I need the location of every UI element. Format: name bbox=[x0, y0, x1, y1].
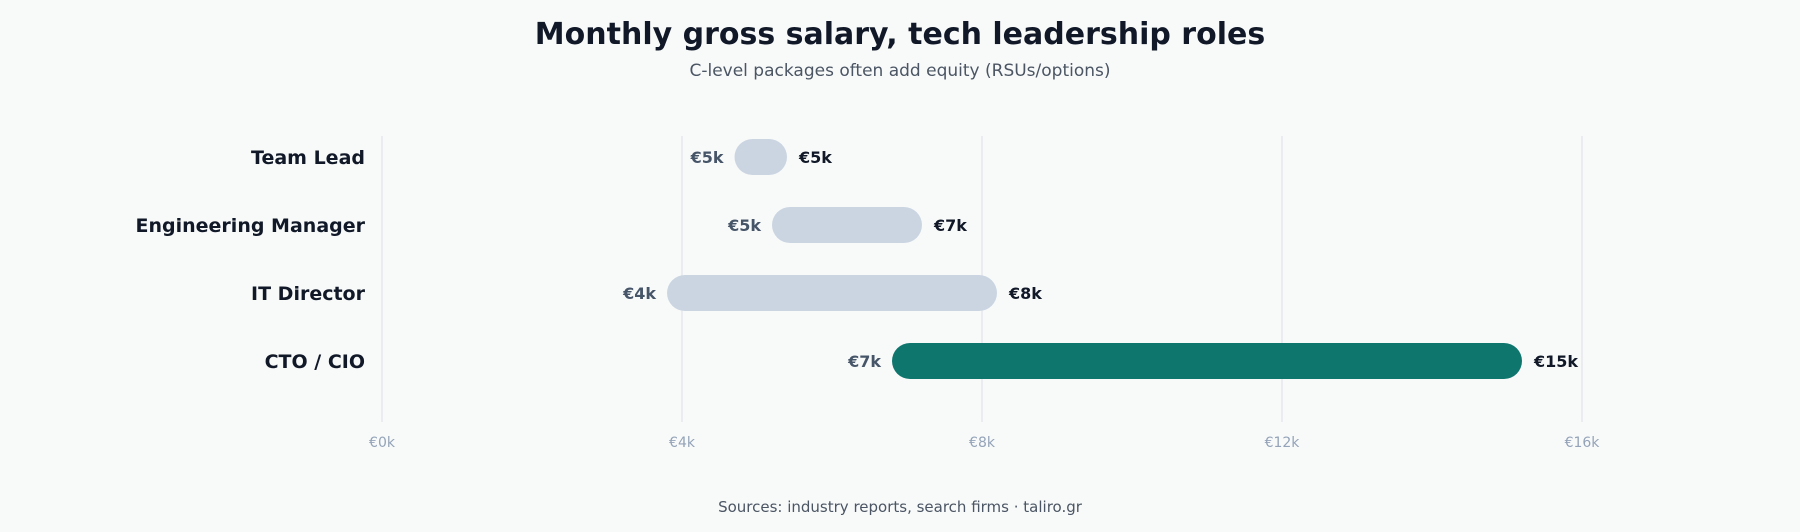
range-high-label: €7k bbox=[933, 216, 967, 235]
range-bar bbox=[892, 343, 1522, 379]
x-tick-label: €8k bbox=[969, 435, 996, 451]
range-low-label: €7k bbox=[847, 352, 881, 371]
category-label: Engineering Manager bbox=[136, 215, 366, 237]
x-tick-label: €12k bbox=[1265, 435, 1301, 451]
range-low-label: €5k bbox=[727, 216, 761, 235]
chart-subtitle: C-level packages often add equity (RSUs/… bbox=[689, 61, 1110, 81]
category-label: CTO / CIO bbox=[265, 351, 365, 373]
range-bar bbox=[667, 275, 997, 311]
range-low-label: €4k bbox=[622, 284, 656, 303]
chart-title: Monthly gross salary, tech leadership ro… bbox=[535, 17, 1265, 52]
x-tick-label: €4k bbox=[669, 435, 696, 451]
x-tick-label: €16k bbox=[1565, 435, 1601, 451]
x-axis-ticks: €0k €4k €8k €12k €16k bbox=[369, 435, 1600, 451]
range-bar bbox=[734, 139, 787, 175]
range-high-label: €15k bbox=[1533, 352, 1578, 371]
source-note: Sources: industry reports, search firms … bbox=[718, 498, 1083, 516]
category-label: Team Lead bbox=[251, 147, 365, 169]
range-high-label: €5k bbox=[798, 148, 832, 167]
range-high-label: €8k bbox=[1008, 284, 1042, 303]
range-bars: €5k €5k €5k €7k €4k €8k €7k €15k bbox=[622, 139, 1578, 379]
range-bar bbox=[772, 207, 922, 243]
category-label: IT Director bbox=[251, 283, 366, 305]
range-low-label: €5k bbox=[690, 148, 724, 167]
category-labels: Team Lead Engineering Manager IT Director C… bbox=[136, 147, 366, 373]
x-tick-label: €0k bbox=[369, 435, 396, 451]
